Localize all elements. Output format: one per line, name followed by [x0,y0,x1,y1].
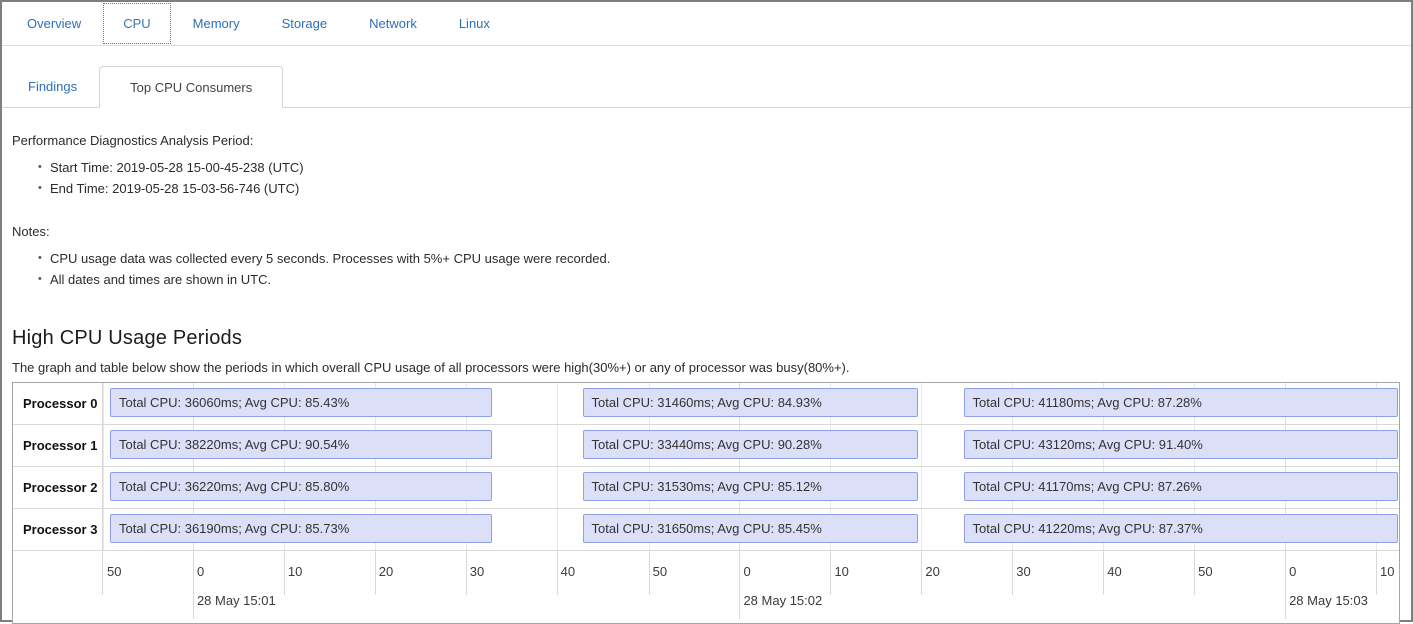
tab-storage[interactable]: Storage [281,16,328,31]
processor-row: Processor 1 Total CPU: 38220ms; Avg CPU: … [13,425,1399,467]
cpu-period-bar: Total CPU: 36220ms; Avg CPU: 85.80% [109,472,493,501]
analysis-period-title: Performance Diagnostics Analysis Period: [12,133,254,148]
gridline [103,467,104,508]
axis-tick-label: 40 [560,564,576,579]
axis-tick-label: 30 [469,564,485,579]
axis-tick-line [830,551,832,595]
processor-timeline: Total CPU: 38220ms; Avg CPU: 90.54% Total… [103,425,1399,466]
axis-tick-line [1012,551,1014,595]
axis-tick-label: 0 [743,564,751,579]
axis-tick-label: 20 [378,564,394,579]
section-heading: High CPU Usage Periods [12,327,243,349]
processor-row: Processor 2 Total CPU: 36220ms; Avg CPU: … [13,467,1399,509]
tab-linux[interactable]: Linux [458,16,490,31]
content-area: Performance Diagnostics Analysis Period:… [2,133,1411,624]
processor-label: Processor 2 [13,467,103,508]
axis-tick-label: 20 [925,564,940,579]
cpu-period-bar: Total CPU: 36190ms; Avg CPU: 85.73% [109,514,493,543]
tab-network[interactable]: Network [369,16,417,31]
gridline [556,425,558,466]
axis-tick-line [374,551,376,595]
analysis-period-item: End Time: 2019-05-28 15-03-56-746 (UTC) [12,178,1401,199]
axis-tick-line [283,551,285,595]
axis-tick-line [1376,551,1378,595]
processor-label: Processor 1 [13,425,103,466]
gridline [103,425,104,466]
sub-tab-strip: Findings Top CPU Consumers [2,66,1411,108]
time-axis: 50 0 28 May 15:01 10 20 30 40 50 0 28 May 15:02 10… [13,551,1399,623]
tab-overview[interactable]: Overview [27,16,82,31]
gridline [556,467,558,508]
axis-tick-line [648,551,650,595]
cpu-period-bar: Total CPU: 33440ms; Avg CPU: 90.28% [582,430,919,459]
analysis-period-item: Start Time: 2019-05-28 15-00-45-238 (UTC… [12,157,1401,178]
cpu-period-bar: Total CPU: 31650ms; Avg CPU: 85.45% [582,514,919,543]
axis-tick-line [1103,551,1105,595]
processor-timeline: Total CPU: 36220ms; Avg CPU: 85.80% Total… [103,467,1399,508]
gridline [921,509,923,550]
analysis-period-list: Start Time: 2019-05-28 15-00-45-238 (UTC… [12,157,1401,199]
axis-tick-line [192,551,194,619]
axis-tick-label: 0 [1289,564,1297,579]
tab-cpu[interactable]: CPU [102,2,171,45]
axis-tick-line [921,551,923,595]
notes-list: CPU usage data was collected every 5 sec… [12,248,1401,290]
axis-tick-label: 0 [196,564,205,579]
processor-row: Processor 3 Total CPU: 36190ms; Avg CPU: … [13,509,1399,551]
gridline [103,383,104,424]
subtab-findings[interactable]: Findings [28,79,78,94]
cpu-period-bar: Total CPU: 31530ms; Avg CPU: 85.12% [582,472,919,501]
processor-row: Processor 0 Total CPU: 36060ms; Avg CPU: … [13,383,1399,425]
processor-timeline: Total CPU: 36190ms; Avg CPU: 85.73% Total… [103,509,1399,550]
axis-date-label: 28 May 15:01 [196,593,276,608]
cpu-usage-chart-table: Processor 0 Total CPU: 36060ms; Avg CPU: … [12,382,1400,624]
gridline [103,509,104,550]
axis-area: 50 0 28 May 15:01 10 20 30 40 50 0 28 May 15:02 10… [103,551,1399,623]
gridline [921,425,923,466]
axis-tick-label: 30 [1016,564,1031,579]
axis-tick-line [739,551,741,619]
gridline [921,467,923,508]
axis-tick-line [556,551,558,595]
cpu-period-bar: Total CPU: 41180ms; Avg CPU: 87.28% [963,388,1398,417]
axis-left-spacer [13,551,103,623]
section-description: The graph and table below show the perio… [12,360,850,375]
axis-date-label: 28 May 15:03 [1289,593,1368,608]
axis-tick-label: 40 [1107,564,1122,579]
notes-title: Notes: [12,224,50,239]
axis-tick-label: 10 [287,564,303,579]
gridline [556,509,558,550]
axis-tick-label: 50 [1198,564,1213,579]
processor-label: Processor 3 [13,509,103,550]
axis-tick-line [1285,551,1287,619]
axis-tick-label: 10 [1380,564,1395,579]
cpu-period-bar: Total CPU: 41170ms; Avg CPU: 87.26% [963,472,1398,501]
gridline [921,383,923,424]
axis-tick-line [465,551,467,595]
cpu-period-bar: Total CPU: 36060ms; Avg CPU: 85.43% [109,388,493,417]
cpu-period-bar: Total CPU: 41220ms; Avg CPU: 87.37% [963,514,1398,543]
note-item: All dates and times are shown in UTC. [12,269,1401,290]
axis-tick-label: 50 [107,564,122,579]
cpu-period-bar: Total CPU: 38220ms; Avg CPU: 90.54% [109,430,493,459]
axis-tick-line [1194,551,1196,595]
axis-tick-label: 10 [834,564,849,579]
cpu-period-bar: Total CPU: 31460ms; Avg CPU: 84.93% [582,388,919,417]
tab-memory[interactable]: Memory [192,16,240,31]
gridline [556,383,558,424]
processor-label: Processor 0 [13,383,103,424]
cpu-period-bar: Total CPU: 43120ms; Avg CPU: 91.40% [963,430,1398,459]
axis-date-label: 28 May 15:02 [743,593,823,608]
top-tab-strip: Overview CPU Memory Storage Network Linux [2,2,1411,46]
subtab-top-cpu-consumers[interactable]: Top CPU Consumers [99,66,284,108]
note-item: CPU usage data was collected every 5 sec… [12,248,1401,269]
processor-timeline: Total CPU: 36060ms; Avg CPU: 85.43% Total… [103,383,1399,424]
axis-tick-label: 50 [652,564,668,579]
